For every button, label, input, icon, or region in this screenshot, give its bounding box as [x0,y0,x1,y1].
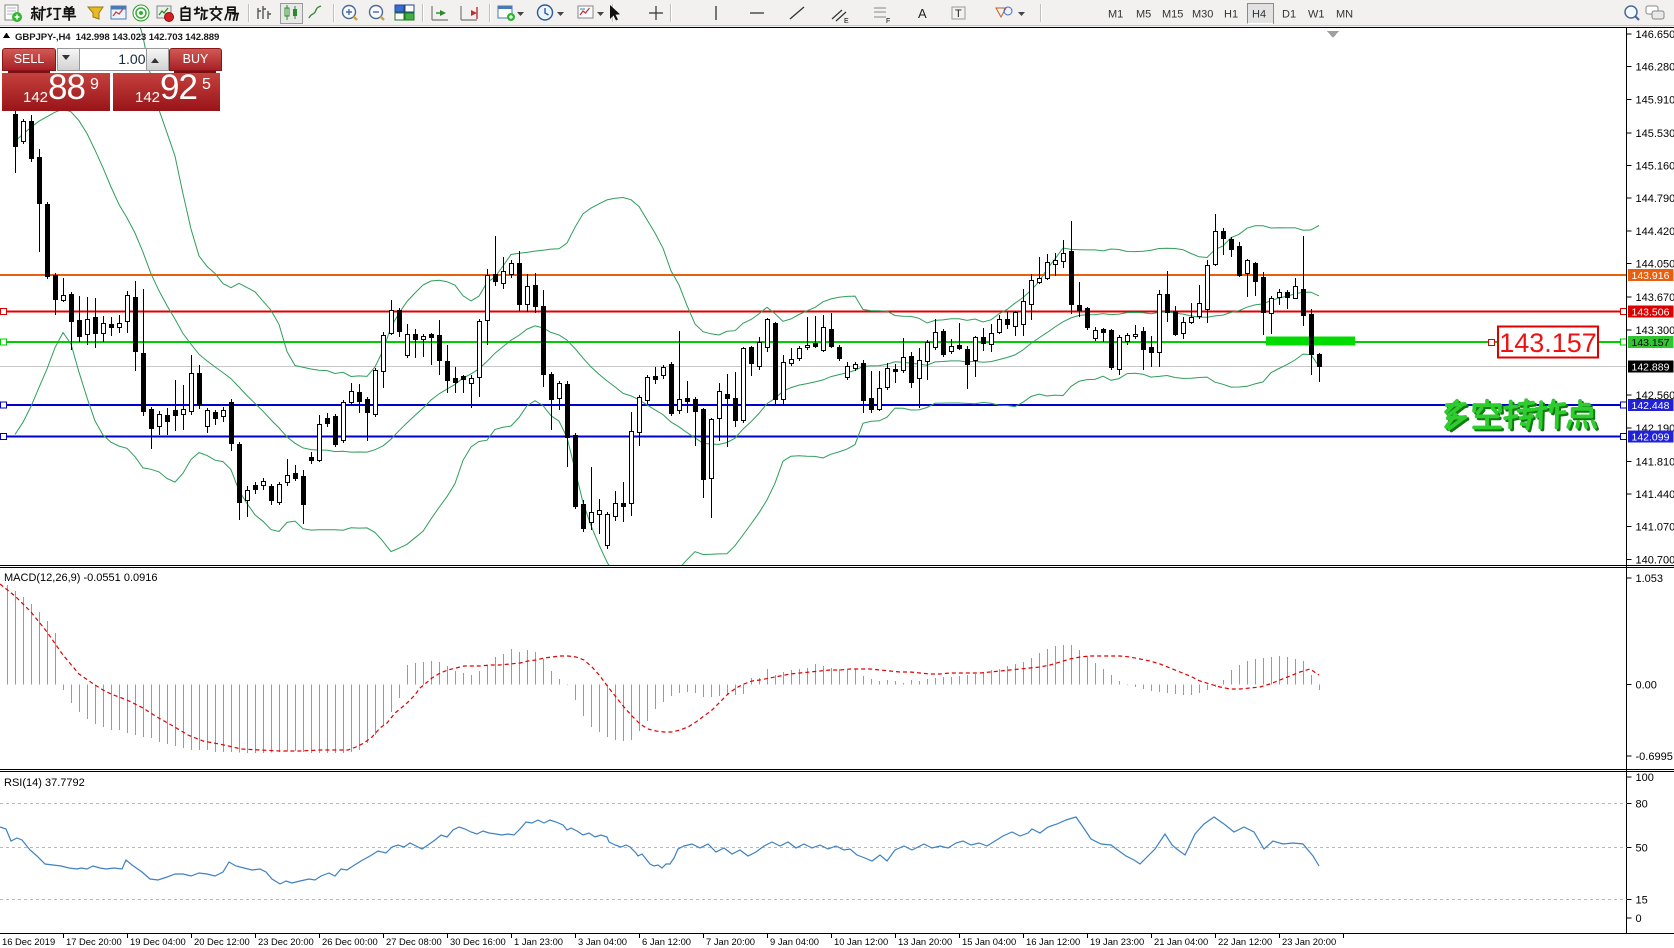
svg-text:23 Jan 20:00: 23 Jan 20:00 [1282,936,1336,947]
svg-text:141.440: 141.440 [1636,489,1674,501]
svg-text:E: E [844,18,849,25]
svg-text:M5: M5 [1136,9,1151,21]
svg-text:143.916: 143.916 [1632,270,1670,282]
svg-text:T: T [955,8,962,20]
svg-text:30 Dec 16:00: 30 Dec 16:00 [450,936,506,947]
svg-text:A: A [918,6,927,21]
svg-text:W1: W1 [1308,9,1325,21]
svg-text:-0.6995: -0.6995 [1636,751,1673,763]
svg-text:19 Dec 04:00: 19 Dec 04:00 [130,936,186,947]
svg-text:143.157: 143.157 [1632,337,1670,349]
svg-text:26 Dec 00:00: 26 Dec 00:00 [322,936,378,947]
svg-text:146.280: 146.280 [1636,62,1674,74]
svg-text:27 Dec 08:00: 27 Dec 08:00 [386,936,442,947]
svg-text:145.910: 145.910 [1636,94,1674,106]
svg-text:1.053: 1.053 [1636,573,1664,585]
svg-text:144.790: 144.790 [1636,193,1674,205]
svg-text:RSI(14) 37.7792: RSI(14) 37.7792 [4,777,85,789]
svg-text:146.650: 146.650 [1636,29,1674,41]
svg-text:145.160: 145.160 [1636,161,1674,173]
svg-text:MACD(12,26,9) -0.0551 0.0916: MACD(12,26,9) -0.0551 0.0916 [4,572,157,584]
svg-text:140.700: 140.700 [1636,554,1674,566]
svg-text:15: 15 [1636,895,1648,907]
svg-text:21 Jan 04:00: 21 Jan 04:00 [1154,936,1208,947]
svg-text:D1: D1 [1282,9,1296,21]
svg-text:0: 0 [1636,913,1642,925]
svg-text:100: 100 [1636,772,1654,784]
svg-text:22 Jan 12:00: 22 Jan 12:00 [1218,936,1272,947]
svg-text:143.670: 143.670 [1636,292,1674,304]
svg-text:0.00: 0.00 [1636,680,1657,692]
svg-text:144.050: 144.050 [1636,259,1674,271]
svg-text:142.099: 142.099 [1632,432,1670,444]
svg-text:144.420: 144.420 [1636,226,1674,238]
svg-text:H4: H4 [1252,9,1266,21]
svg-text:M1: M1 [1108,9,1123,21]
svg-text:9 Jan 04:00: 9 Jan 04:00 [770,936,819,947]
svg-text:F: F [886,18,890,25]
svg-text:GBPJPY-,H4 142.998 143.023 14: GBPJPY-,H4 142.998 143.023 142.703 142.8… [15,32,219,43]
svg-text:141.070: 141.070 [1636,522,1674,534]
svg-text:23 Dec 20:00: 23 Dec 20:00 [258,936,314,947]
svg-text:16 Jan 12:00: 16 Jan 12:00 [1026,936,1080,947]
svg-text:16 Dec 2019: 16 Dec 2019 [2,936,55,947]
svg-text:143.157: 143.157 [1499,328,1597,358]
svg-text:7 Jan 20:00: 7 Jan 20:00 [706,936,755,947]
svg-text:H1: H1 [1224,9,1238,21]
svg-text:1 Jan 23:00: 1 Jan 23:00 [514,936,563,947]
svg-text:M30: M30 [1192,9,1213,21]
svg-text:80: 80 [1636,799,1648,811]
svg-text:143.300: 143.300 [1636,325,1674,337]
svg-text:10 Jan 12:00: 10 Jan 12:00 [834,936,888,947]
svg-text:142.448: 142.448 [1632,400,1670,412]
svg-text:M15: M15 [1162,9,1183,21]
svg-text:141.810: 141.810 [1636,456,1674,468]
svg-text:142.889: 142.889 [1632,362,1670,374]
svg-text:MN: MN [1336,9,1353,21]
svg-text:50: 50 [1636,843,1648,855]
svg-text:145.530: 145.530 [1636,128,1674,140]
svg-text:19 Jan 23:00: 19 Jan 23:00 [1090,936,1144,947]
svg-text:3 Jan 04:00: 3 Jan 04:00 [578,936,627,947]
svg-text:13 Jan 20:00: 13 Jan 20:00 [898,936,952,947]
svg-text:15 Jan 04:00: 15 Jan 04:00 [962,936,1016,947]
svg-text:6 Jan 12:00: 6 Jan 12:00 [642,936,691,947]
svg-text:17 Dec 20:00: 17 Dec 20:00 [66,936,122,947]
svg-text:143.506: 143.506 [1632,307,1670,319]
svg-text:20 Dec 12:00: 20 Dec 12:00 [194,936,250,947]
